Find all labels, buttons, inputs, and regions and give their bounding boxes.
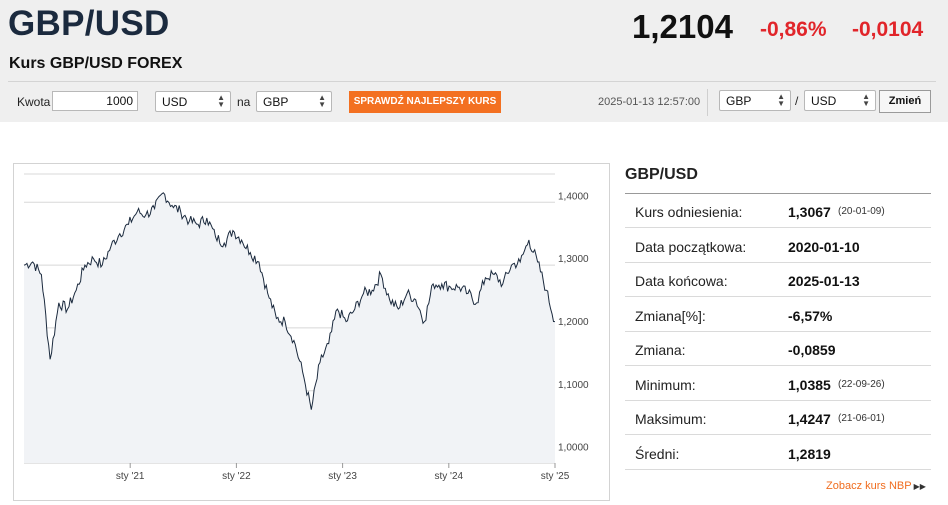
from-currency-select[interactable]: USD ▲ ▼ xyxy=(155,91,231,112)
stats-row: Zmiana[%]: -6,57% xyxy=(625,298,931,332)
stats-row-label: Kurs odniesienia: xyxy=(635,204,743,220)
stats-row-label: Zmiana: xyxy=(635,342,686,358)
stats-row: Kurs odniesienia: 1,3067 (20-01-09) xyxy=(625,194,931,228)
nbp-link-label: Zobacz kurs NBP xyxy=(826,480,912,492)
to-currency-select[interactable]: GBP ▲ ▼ xyxy=(256,91,332,112)
stats-row: Maksimum: 1,4247 (21-06-01) xyxy=(625,401,931,435)
price-chart: 1,0000 1,1000 1,2000 1,3000 1,4000 sty '21 st… xyxy=(23,173,589,482)
stats-row: Data końcowa: 2025-01-13 xyxy=(625,263,931,297)
to-label: na xyxy=(237,95,251,109)
stats-row-value: 1,0385 xyxy=(788,376,831,393)
y-tick-label: 1,4000 xyxy=(558,191,589,202)
stats-row-value: 1,2819 xyxy=(788,445,831,462)
stats-row: Zmiana: -0,0859 xyxy=(625,332,931,366)
stats-row: Minimum: 1,0385 (22-09-26) xyxy=(625,367,931,401)
stats-row-label: Data początkowa: xyxy=(635,238,747,255)
from-currency-value: USD xyxy=(162,95,188,109)
stats-row-date: (20-01-09) xyxy=(838,206,885,217)
select-arrows-icon: ▲ ▼ xyxy=(777,92,785,108)
y-tick-label: 1,0000 xyxy=(558,443,589,454)
rate-timestamp: 2025-01-13 12:57:00 xyxy=(598,96,701,108)
stats-row-value: 1,3067 xyxy=(788,204,831,220)
stats-row-value: -6,57% xyxy=(788,307,833,324)
y-tick-label: 1,1000 xyxy=(558,380,589,391)
price-line xyxy=(23,192,556,410)
stats-title-divider xyxy=(625,193,931,194)
pair-to-select[interactable]: USD ▲ ▼ xyxy=(804,90,876,111)
change-absolute: -0,0104 xyxy=(852,18,924,41)
stats-row-date: (22-09-26) xyxy=(838,378,885,390)
x-tick-label: sty '24 xyxy=(435,471,464,482)
nbp-rate-link[interactable]: Zobacz kurs NBP ▶▶ xyxy=(826,480,926,492)
current-rate: 1,2104 xyxy=(632,8,733,45)
pair-from-value: GBP xyxy=(726,94,752,108)
stats-row-value: 1,4247 xyxy=(788,411,831,427)
stats-row-date: (21-06-01) xyxy=(838,413,885,424)
stats-row-label: Data końcowa: xyxy=(635,273,728,289)
best-rate-button[interactable]: SPRAWDŹ NAJLEPSZY KURS xyxy=(349,91,501,113)
x-tick-label: sty '23 xyxy=(328,471,357,482)
double-arrow-right-icon: ▶▶ xyxy=(913,482,926,491)
stats-row: Średni: 1,2819 xyxy=(625,436,931,470)
amount-label: Kwota xyxy=(17,95,51,109)
stats-title: GBP/USD xyxy=(625,166,698,183)
stats-row-label: Zmiana[%]: xyxy=(635,307,706,324)
stats-row: Data początkowa: 2020-01-10 xyxy=(625,229,931,263)
stats-row-value: -0,0859 xyxy=(788,342,836,358)
change-pair-button[interactable]: Zmień xyxy=(879,90,931,113)
toolbar-divider xyxy=(707,89,708,116)
y-tick-label: 1,2000 xyxy=(558,317,589,328)
page-subtitle: Kurs GBP/USD FOREX xyxy=(9,55,183,72)
price-area xyxy=(24,192,555,464)
header-divider xyxy=(8,81,936,82)
amount-input[interactable] xyxy=(52,91,138,111)
change-percent: -0,86% xyxy=(760,18,827,41)
x-tick-label: sty '21 xyxy=(116,471,145,482)
stats-row-label: Minimum: xyxy=(635,376,696,393)
select-arrows-icon: ▲ ▼ xyxy=(318,93,326,109)
x-tick-label: sty '22 xyxy=(222,471,251,482)
select-arrows-icon: ▲ ▼ xyxy=(862,92,870,108)
pair-from-select[interactable]: GBP ▲ ▼ xyxy=(719,90,791,111)
stats-row-value: 2020-01-10 xyxy=(788,238,860,255)
pair-to-value: USD xyxy=(811,94,837,108)
stats-row-label: Średni: xyxy=(635,445,680,462)
select-arrows-icon: ▲ ▼ xyxy=(217,93,225,109)
x-tick-label: sty '25 xyxy=(541,471,570,482)
pair-separator: / xyxy=(795,94,799,108)
stats-row-value: 2025-01-13 xyxy=(788,273,860,289)
chart-container: 1,0000 1,1000 1,2000 1,3000 1,4000 sty '21 st… xyxy=(13,163,610,501)
to-currency-value: GBP xyxy=(263,95,289,109)
y-tick-label: 1,3000 xyxy=(558,254,589,265)
stats-row-label: Maksimum: xyxy=(635,411,707,427)
pair-title: GBP/USD xyxy=(8,4,170,43)
